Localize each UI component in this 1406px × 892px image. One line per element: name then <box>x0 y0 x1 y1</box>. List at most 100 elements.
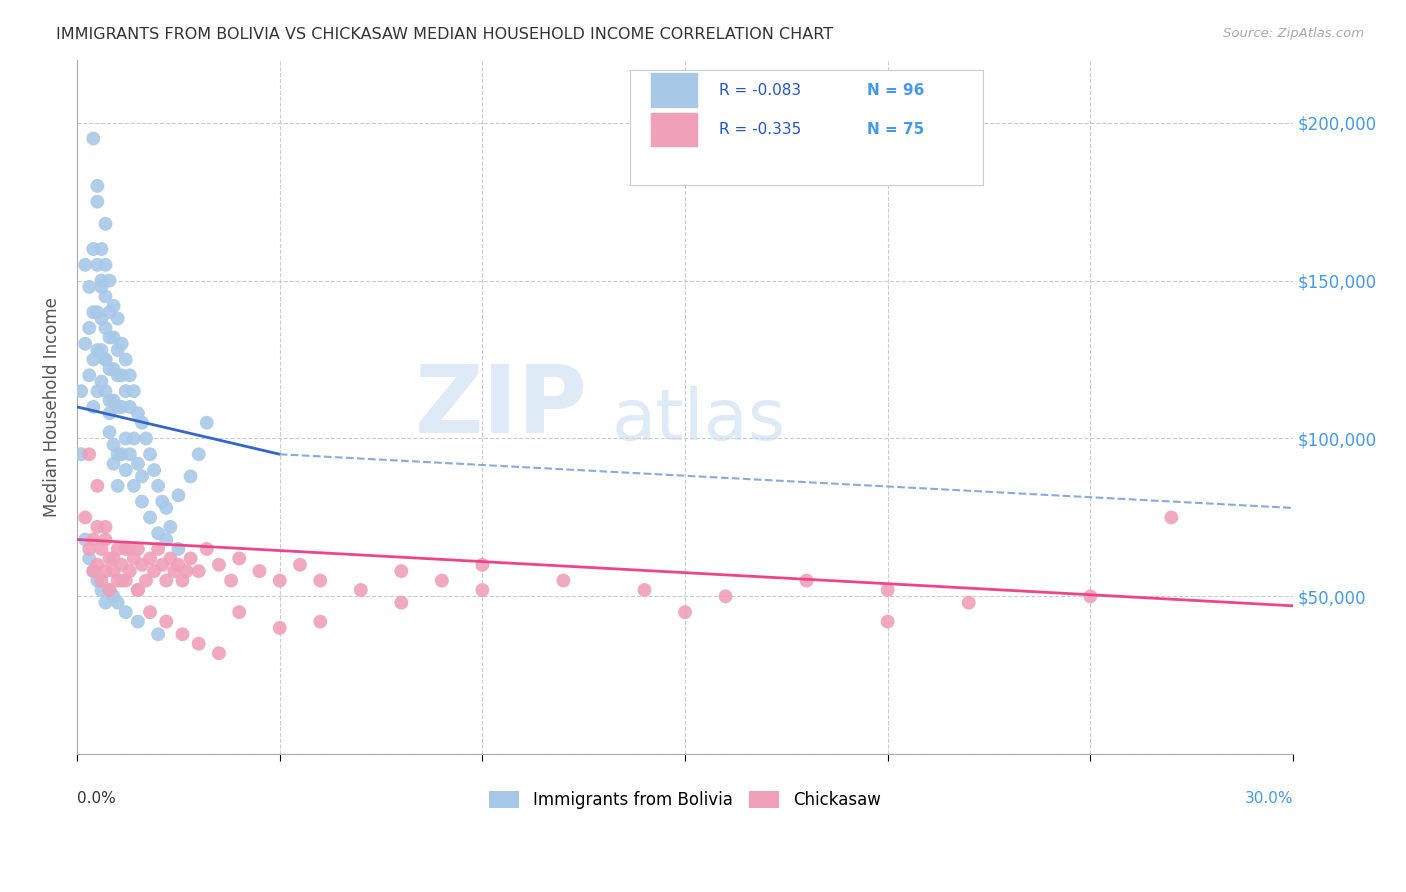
Point <box>957 596 980 610</box>
Point <box>139 605 162 619</box>
Y-axis label: Median Household Income: Median Household Income <box>44 297 60 516</box>
Point <box>111 558 134 572</box>
Point <box>82 352 104 367</box>
Point <box>75 533 97 547</box>
Point <box>90 574 112 588</box>
Point <box>146 541 169 556</box>
Point <box>94 289 117 303</box>
Point <box>131 494 153 508</box>
Point <box>1078 590 1101 604</box>
Point <box>114 605 136 619</box>
Point <box>122 384 145 398</box>
Point <box>180 551 202 566</box>
Point <box>86 558 108 572</box>
Point <box>876 615 898 629</box>
Point <box>90 274 112 288</box>
Point <box>127 457 149 471</box>
Point <box>139 510 162 524</box>
Point <box>107 479 129 493</box>
Point <box>86 194 108 209</box>
Point <box>94 258 117 272</box>
Point <box>309 574 332 588</box>
Point <box>389 564 412 578</box>
Point <box>155 500 177 515</box>
Point <box>75 258 97 272</box>
Point <box>98 305 121 319</box>
Point <box>143 463 166 477</box>
Point <box>176 564 198 578</box>
Point <box>90 541 112 556</box>
Point <box>139 447 162 461</box>
Point <box>111 447 134 461</box>
Point <box>350 582 373 597</box>
Point <box>107 311 129 326</box>
Point <box>127 406 149 420</box>
Point <box>86 343 108 357</box>
Point <box>98 330 121 344</box>
Point <box>111 400 134 414</box>
Point <box>219 574 242 588</box>
Point <box>796 574 818 588</box>
Point <box>167 558 190 572</box>
Point <box>131 416 153 430</box>
Legend: Immigrants from Bolivia, Chickasaw: Immigrants from Bolivia, Chickasaw <box>482 784 887 815</box>
Point <box>77 280 100 294</box>
Point <box>70 384 93 398</box>
Point <box>111 574 134 588</box>
Point <box>127 582 149 597</box>
Point <box>195 416 218 430</box>
Point <box>146 627 169 641</box>
Point <box>90 375 112 389</box>
Point <box>114 574 136 588</box>
Point <box>103 299 125 313</box>
Point <box>103 362 125 376</box>
Point <box>107 368 129 383</box>
Point <box>228 605 250 619</box>
Text: ZIP: ZIP <box>415 361 588 453</box>
Point <box>159 551 181 566</box>
Point <box>98 362 121 376</box>
Point <box>876 582 898 597</box>
Point <box>86 520 108 534</box>
Point <box>195 541 218 556</box>
Point <box>122 479 145 493</box>
Point <box>114 541 136 556</box>
Text: 30.0%: 30.0% <box>1244 791 1294 805</box>
Point <box>118 541 141 556</box>
Point <box>103 438 125 452</box>
Point <box>94 384 117 398</box>
Point <box>107 447 129 461</box>
Point <box>118 368 141 383</box>
Point <box>94 520 117 534</box>
Point <box>98 393 121 408</box>
Text: 0.0%: 0.0% <box>77 791 115 805</box>
Point <box>159 520 181 534</box>
Point <box>107 541 129 556</box>
Point <box>107 574 129 588</box>
Point <box>114 463 136 477</box>
Text: atlas: atlas <box>612 386 786 455</box>
Point <box>94 352 117 367</box>
Point <box>389 596 412 610</box>
Point <box>77 541 100 556</box>
Point <box>98 274 121 288</box>
Point <box>127 615 149 629</box>
Point <box>131 469 153 483</box>
Point <box>288 558 311 572</box>
Point <box>208 558 231 572</box>
Point <box>430 574 453 588</box>
Point <box>82 131 104 145</box>
Point <box>553 574 575 588</box>
Text: IMMIGRANTS FROM BOLIVIA VS CHICKASAW MEDIAN HOUSEHOLD INCOME CORRELATION CHART: IMMIGRANTS FROM BOLIVIA VS CHICKASAW MED… <box>56 27 834 42</box>
Point <box>172 574 194 588</box>
Point <box>180 469 202 483</box>
Point <box>90 242 112 256</box>
Point <box>187 564 209 578</box>
Point <box>167 488 190 502</box>
Point <box>90 311 112 326</box>
Point <box>77 551 100 566</box>
Point <box>111 336 134 351</box>
Point <box>114 352 136 367</box>
Point <box>75 336 97 351</box>
Point <box>155 533 177 547</box>
